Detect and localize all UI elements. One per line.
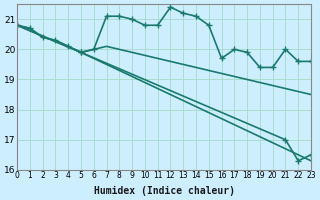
X-axis label: Humidex (Indice chaleur): Humidex (Indice chaleur) <box>93 186 235 196</box>
